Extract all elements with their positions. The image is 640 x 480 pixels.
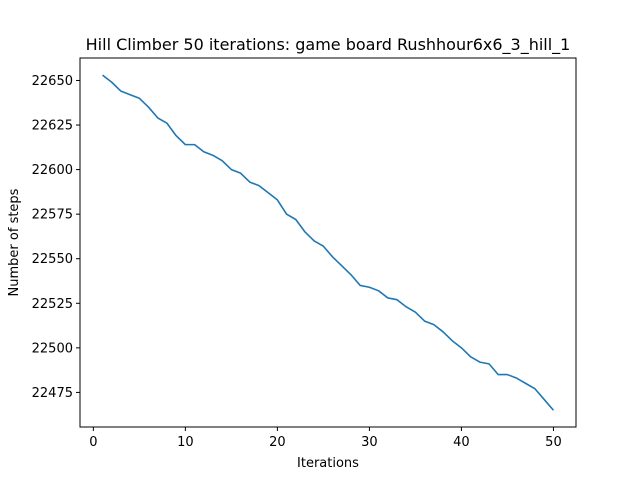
x-tick-label: 50 — [545, 435, 562, 450]
plot-area — [102, 74, 555, 411]
chart-title: Hill Climber 50 iterations: game board R… — [86, 35, 571, 55]
y-tick-label: 22475 — [32, 386, 73, 401]
x-tick-label: 30 — [361, 435, 378, 450]
y-tick-label: 22575 — [32, 208, 73, 223]
x-axis: 0 10 20 30 40 50 — [89, 427, 562, 450]
y-tick-label: 22625 — [32, 119, 73, 134]
x-tick-label: 40 — [453, 435, 470, 450]
y-axis-label: Number of steps — [7, 188, 22, 296]
y-tick-label: 22650 — [32, 74, 73, 89]
y-tick-label: 22550 — [32, 252, 73, 267]
x-tick-label: 0 — [89, 435, 97, 450]
x-axis-label: Iterations — [297, 456, 359, 471]
y-tick-label: 22525 — [32, 297, 73, 312]
x-tick-label: 20 — [269, 435, 286, 450]
y-tick-label: 22600 — [32, 163, 73, 178]
x-tick-label: 10 — [177, 435, 194, 450]
series-line-0 — [102, 74, 555, 411]
y-tick-label: 22500 — [32, 341, 73, 356]
y-axis: 22475 22500 22525 22550 22575 22600 22625 22650 — [32, 74, 80, 401]
plot-frame — [79, 57, 577, 428]
